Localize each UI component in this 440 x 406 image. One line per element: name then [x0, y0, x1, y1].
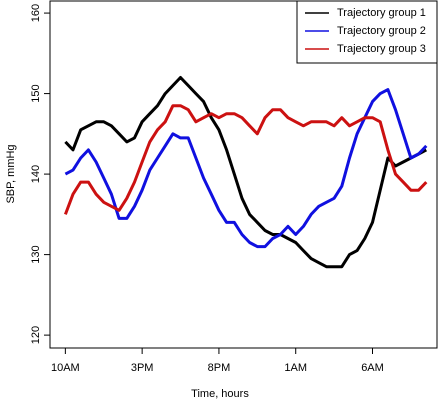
series-line: [64, 76, 428, 269]
y-axis-label: SBP, mmHg: [5, 144, 17, 203]
x-tick-label: 3PM: [131, 362, 154, 374]
legend-label: Trajectory group 1: [337, 7, 426, 19]
x-tick-label: 10AM: [51, 362, 80, 374]
y-tick-label: 150: [30, 84, 42, 102]
series-line: [63, 104, 428, 215]
y-tick-label: 130: [30, 245, 42, 263]
series-line: [64, 88, 428, 249]
x-tick-label: 6AM: [361, 362, 384, 374]
x-tick-label: 1AM: [284, 362, 307, 374]
x-tick-label: 8PM: [208, 362, 231, 374]
legend-label: Trajectory group 2: [337, 25, 426, 37]
legend-label: Trajectory group 3: [337, 43, 426, 55]
y-tick-label: 120: [30, 326, 42, 344]
legend-box: [296, 0, 438, 64]
x-axis-label: Time, hours: [191, 388, 249, 400]
y-tick-label: 140: [30, 165, 42, 183]
y-tick-label: 160: [30, 4, 42, 22]
legend: Trajectory group 1 Trajectory group 2 Traj…: [296, 0, 438, 64]
